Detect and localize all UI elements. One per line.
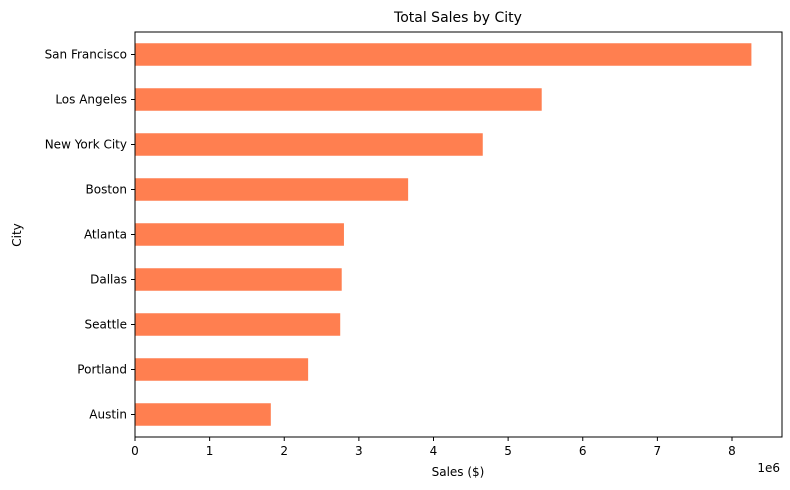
x-tick-label: 0 (131, 444, 139, 458)
bar-new-york-city (135, 133, 483, 156)
bar-boston (135, 178, 409, 201)
x-tick-label: 6 (579, 444, 587, 458)
x-tick-label: 4 (430, 444, 438, 458)
bar-seattle (135, 313, 341, 336)
x-axis-offset-label: 1e6 (757, 461, 780, 475)
y-tick-label: Portland (77, 363, 127, 377)
bar-dallas (135, 268, 342, 291)
bar-san-francisco (135, 43, 752, 66)
y-tick-label: Austin (89, 408, 127, 422)
y-axis-ticks: San Francisco Los Angeles New York City Bos… (45, 48, 135, 422)
bar-atlanta (135, 223, 344, 246)
bars-group (135, 43, 752, 426)
y-tick-label: Los Angeles (55, 93, 127, 107)
plot-area-frame (134, 31, 783, 438)
x-axis-label: Sales ($) (432, 465, 485, 479)
y-tick-label: New York City (45, 138, 127, 152)
bar-portland (135, 358, 309, 381)
x-tick-label: 1 (206, 444, 214, 458)
x-tick-label: 3 (355, 444, 363, 458)
y-tick-label: Seattle (85, 318, 127, 332)
y-tick-label: Atlanta (84, 228, 127, 242)
x-axis-ticks: 0 1 2 3 4 5 6 7 8 (131, 437, 736, 458)
x-tick-label: 5 (504, 444, 512, 458)
chart-title: Total Sales by City (393, 10, 522, 26)
y-tick-label: San Francisco (45, 48, 127, 62)
bar-austin (135, 403, 271, 426)
y-tick-label: Dallas (90, 273, 127, 287)
x-tick-label: 2 (280, 444, 288, 458)
y-tick-label: Boston (86, 183, 127, 197)
x-tick-label: 7 (654, 444, 662, 458)
y-axis-label: City (10, 223, 24, 247)
x-tick-label: 8 (728, 444, 736, 458)
bar-los-angeles (135, 88, 542, 111)
